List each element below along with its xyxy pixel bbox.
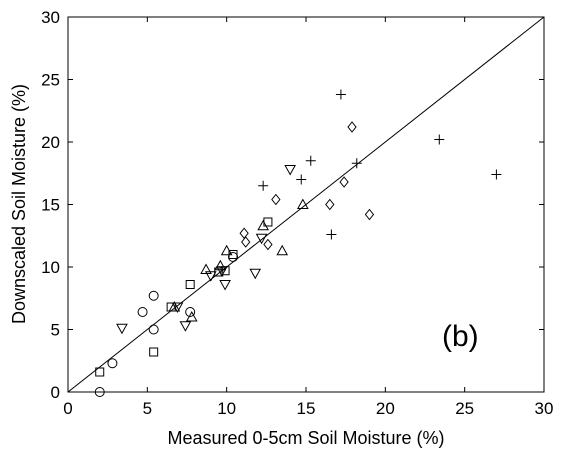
point-diamond bbox=[325, 198, 335, 211]
point-plus bbox=[434, 134, 445, 145]
x-tick-label: 10 bbox=[217, 399, 236, 418]
point-circle bbox=[107, 358, 118, 369]
point-plus bbox=[296, 174, 307, 185]
point-circle bbox=[148, 324, 159, 335]
y-tick-label: 15 bbox=[41, 196, 60, 215]
y-tick-label: 5 bbox=[51, 321, 60, 340]
point-circle bbox=[94, 387, 105, 397]
point-plus bbox=[305, 155, 316, 166]
point-triangle-up bbox=[214, 259, 227, 271]
y-tick-label: 0 bbox=[51, 383, 60, 402]
point-triangle-up bbox=[200, 263, 212, 274]
x-tick-label: 20 bbox=[376, 399, 395, 418]
point-triangle-down bbox=[284, 165, 296, 176]
point-plus bbox=[326, 229, 337, 240]
point-triangle-down bbox=[171, 302, 184, 314]
y-axis-title: Downscaled Soil Moisture (%) bbox=[9, 84, 29, 324]
point-triangle-down bbox=[116, 323, 128, 335]
y-tick-label: 25 bbox=[41, 71, 60, 90]
point-triangle-up bbox=[220, 244, 233, 256]
point-square bbox=[95, 367, 105, 377]
point-plus bbox=[335, 89, 346, 100]
point-triangle-down bbox=[216, 266, 228, 277]
point-plus bbox=[258, 180, 269, 191]
y-tick-label: 30 bbox=[41, 8, 60, 27]
point-triangle-up bbox=[276, 244, 289, 256]
x-tick-label: 15 bbox=[297, 399, 316, 418]
y-tick-label: 20 bbox=[41, 133, 60, 152]
point-square bbox=[185, 280, 195, 289]
point-diamond bbox=[347, 121, 357, 133]
point-triangle-up bbox=[296, 198, 309, 209]
x-tick-label: 5 bbox=[143, 399, 152, 418]
point-square bbox=[149, 347, 159, 357]
x-tick-label: 30 bbox=[535, 399, 554, 418]
point-diamond bbox=[263, 238, 273, 251]
point-plus bbox=[491, 169, 502, 180]
point-circle bbox=[137, 307, 148, 317]
point-diamond bbox=[339, 176, 349, 188]
axis-ticks: 0 5 10 15 20 25 30 0 5 10 15 20 25 30 bbox=[41, 8, 553, 418]
point-triangle-up bbox=[185, 310, 198, 322]
point-plus bbox=[351, 158, 362, 169]
point-circle bbox=[148, 290, 159, 301]
point-diamond bbox=[241, 236, 251, 248]
point-diamond bbox=[364, 208, 375, 221]
point-triangle-down bbox=[179, 321, 192, 332]
data-points bbox=[94, 89, 502, 397]
panel-label: (b) bbox=[442, 320, 479, 353]
x-axis-title: Measured 0-5cm Soil Moisture (%) bbox=[167, 428, 444, 448]
point-diamond bbox=[271, 193, 281, 206]
point-triangle-down bbox=[219, 280, 231, 291]
y-tick-label: 10 bbox=[41, 258, 60, 277]
point-triangle-down bbox=[255, 233, 268, 245]
point-triangle-down bbox=[204, 271, 217, 282]
point-circle bbox=[185, 307, 196, 317]
x-tick-label: 25 bbox=[455, 399, 474, 418]
point-triangle-down bbox=[249, 268, 262, 280]
x-tick-label: 0 bbox=[63, 399, 72, 418]
point-triangle-up bbox=[168, 300, 181, 312]
point-triangle-up bbox=[257, 219, 270, 231]
